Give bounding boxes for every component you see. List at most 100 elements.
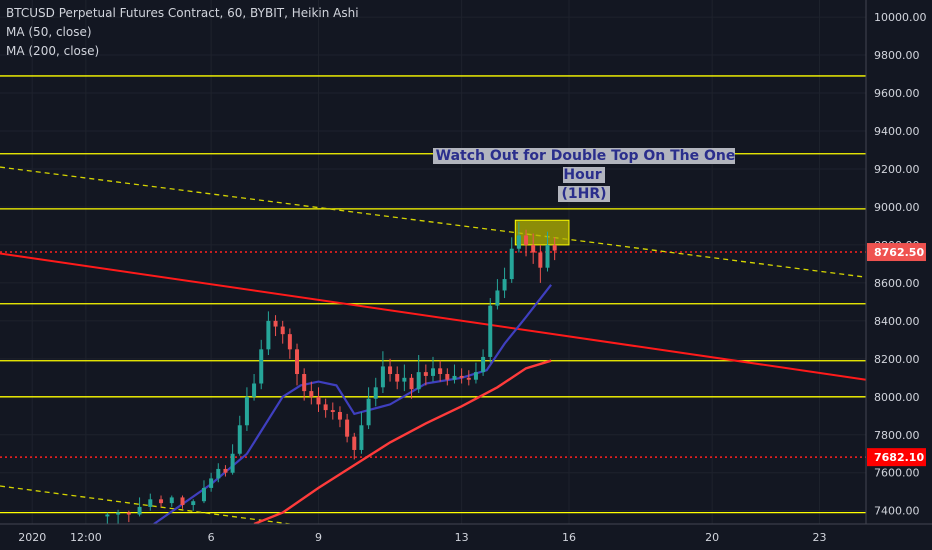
candle [524, 229, 529, 257]
candle-body [402, 377, 407, 382]
candle [295, 343, 300, 386]
time-tick-label: 16 [562, 531, 576, 544]
ma50-legend[interactable]: MA (50, close) [6, 25, 92, 39]
candle [402, 364, 407, 392]
candle [230, 444, 235, 475]
candle-body [481, 356, 486, 373]
time-tick-label: 2020 [18, 531, 46, 544]
candle [388, 358, 393, 382]
candle [116, 509, 121, 524]
price-tick-label: 8400.00 [874, 315, 920, 328]
time-tick-label: 6 [208, 531, 215, 544]
candle-body [116, 512, 121, 515]
candle [330, 402, 335, 420]
time-axis[interactable]: 2020 12:00 6 9 13 16 20 23 [0, 523, 932, 550]
candle [552, 237, 557, 261]
candle-body [473, 372, 478, 380]
candle [438, 360, 443, 382]
candle-body [516, 235, 521, 249]
symbol-title[interactable]: BTCUSD Perpetual Futures Contract, 60, B… [6, 6, 359, 20]
ma50-line [153, 284, 552, 525]
candle [431, 356, 435, 382]
candle [316, 387, 321, 412]
price-tick-label: 8600.00 [874, 277, 920, 290]
candle-body [388, 366, 393, 375]
moving-averages [153, 284, 552, 526]
candle-body [280, 326, 285, 335]
time-tick-label: 20 [705, 531, 719, 544]
price-axis[interactable]: 7400.00 7600.00 7800.00 8000.00 8200.00 8400.… [865, 0, 932, 550]
price-tick-label: 8200.00 [874, 353, 920, 366]
candle-body [105, 514, 110, 517]
time-tick-label: 23 [812, 531, 826, 544]
candle [466, 370, 471, 386]
candle [416, 355, 421, 393]
candle [545, 231, 550, 272]
candle-body [459, 375, 464, 378]
candle-body [552, 244, 557, 251]
candle-body [273, 320, 278, 327]
candle-body [230, 453, 235, 473]
ma200-legend[interactable]: MA (200, close) [6, 44, 100, 58]
annotation-note[interactable]: Watch Out for Double Top On The One Hour… [410, 147, 758, 204]
candle [531, 233, 536, 264]
candle-body [287, 334, 292, 350]
candle-body [452, 375, 457, 380]
candle [337, 406, 342, 428]
time-tick-label: 9 [315, 531, 322, 544]
price-tick-label: 8000.00 [874, 391, 920, 404]
candle-body [295, 349, 300, 375]
candle [395, 366, 400, 390]
trendline [0, 485, 290, 525]
candle [216, 463, 221, 483]
price-label-bg [867, 448, 926, 467]
grid [0, 0, 866, 524]
candle-body [266, 320, 271, 350]
candle-body [345, 419, 350, 437]
candle [191, 499, 196, 511]
candle-body [180, 497, 185, 506]
candle-body [380, 366, 385, 388]
candle [373, 377, 378, 407]
candle [509, 237, 514, 283]
candle [516, 222, 521, 253]
trendlines [0, 166, 867, 525]
price-tick-label: 9600.00 [874, 87, 920, 100]
candle [287, 328, 292, 359]
candle-body [495, 290, 500, 306]
candle-body [423, 372, 428, 376]
candle-body [545, 244, 550, 268]
price-label: 7682.10 [874, 451, 924, 464]
candle [280, 320, 285, 344]
time-axis-bg [0, 524, 932, 550]
price-labels: 8762.50 7682.10 [867, 243, 926, 467]
candle [495, 279, 500, 310]
candle [273, 315, 278, 337]
time-tick-label: 13 [455, 531, 469, 544]
candle [488, 298, 493, 363]
candle-body [223, 468, 228, 473]
candle [209, 472, 214, 492]
annotation-line-1: Watch Out for Double Top On The One Hour [432, 148, 736, 183]
candle [323, 398, 328, 418]
candle-body [252, 383, 257, 397]
candle [538, 244, 543, 283]
candle-body [488, 305, 493, 357]
ma200-line [253, 359, 552, 526]
candle-body [316, 396, 321, 405]
candle [244, 387, 249, 431]
candle [259, 339, 264, 390]
candle-body [431, 368, 435, 376]
candle [159, 495, 164, 507]
price-label-bg [867, 243, 926, 262]
candle-body [302, 374, 307, 392]
candle-body [416, 372, 421, 390]
candle [380, 351, 385, 393]
candle-body [126, 512, 131, 515]
candle-body [159, 499, 164, 504]
candle-body [259, 349, 264, 384]
candle [169, 495, 174, 507]
candle [201, 480, 206, 504]
